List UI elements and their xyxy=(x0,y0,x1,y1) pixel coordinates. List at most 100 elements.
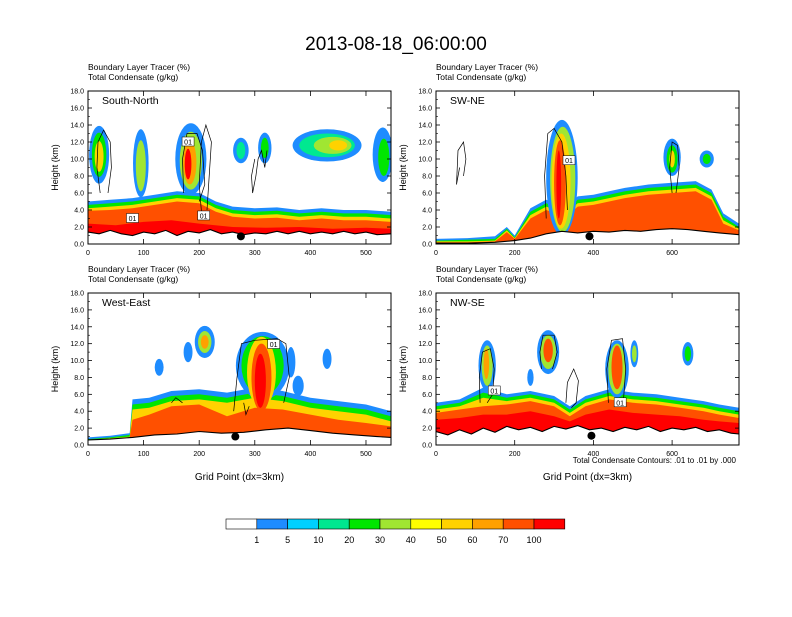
x-tick-label: 600 xyxy=(666,451,678,458)
contour-label: 01 xyxy=(616,400,624,407)
panel-label: West-East xyxy=(102,297,150,309)
x-tick-label: 200 xyxy=(193,250,205,257)
contour-label: 01 xyxy=(200,213,208,220)
y-tick-label: 12.0 xyxy=(418,341,432,348)
colorbar: 1 5 10 20 30 40 50 60 70 100 xyxy=(225,518,566,545)
y-tick-label: 8.0 xyxy=(74,375,84,382)
terrain-line xyxy=(88,427,391,441)
panel-label: NW-SE xyxy=(450,297,485,309)
tracer-cloud xyxy=(329,140,348,151)
colorbar-label: 10 xyxy=(313,535,323,545)
y-tick-label: 6.0 xyxy=(74,392,84,399)
condensate-contour xyxy=(233,338,290,412)
x-axis-label: Grid Point (dx=3km) xyxy=(195,472,284,483)
location-marker xyxy=(231,432,240,441)
condensate-contour xyxy=(96,129,112,194)
panel-sw-ne: Boundary Layer Tracer (%)Total Condensat… xyxy=(398,62,740,257)
condensate-contour xyxy=(182,133,206,202)
y-axis-label: Height (km) xyxy=(50,144,60,191)
y-tick-label: 0.0 xyxy=(74,443,84,450)
contour-label-box xyxy=(562,155,576,165)
contour-label-box xyxy=(487,385,501,396)
x-tick-label: 0 xyxy=(86,250,90,257)
panel-header-line: Total Condensate (g/kg) xyxy=(436,274,526,284)
y-tick-label: 4.0 xyxy=(74,409,84,416)
colorbar-label: 1 xyxy=(254,535,259,545)
colorbar-label: 70 xyxy=(498,535,508,545)
terrain-line xyxy=(436,425,739,436)
condensate-contour xyxy=(565,368,579,409)
x-tick-label: 400 xyxy=(305,250,317,257)
y-tick-label: 8.0 xyxy=(422,174,432,181)
y-tick-label: 14.0 xyxy=(418,123,432,130)
tracer-cloud xyxy=(684,346,691,362)
tracer-cloud xyxy=(556,150,562,219)
y-tick-label: 14.0 xyxy=(70,123,84,130)
y-axis-label: Height (km) xyxy=(50,346,60,393)
tracer-cloud xyxy=(378,138,390,176)
x-tick-label: 400 xyxy=(588,250,600,257)
condensate-contour xyxy=(669,141,680,194)
tracer-cloud xyxy=(631,345,637,363)
tracer-cloud xyxy=(543,338,553,363)
location-marker xyxy=(585,232,594,241)
colorbar-swatch xyxy=(441,518,473,530)
y-tick-label: 8.0 xyxy=(422,375,432,382)
y-tick-label: 2.0 xyxy=(422,225,432,232)
condensate-contour xyxy=(243,402,250,416)
y-tick-label: 12.0 xyxy=(70,140,84,147)
y-tick-label: 6.0 xyxy=(74,191,84,198)
panel-label: South-North xyxy=(102,95,159,107)
tracer-cloud xyxy=(200,335,209,349)
panel-header-line: Total Condensate (g/kg) xyxy=(436,72,526,82)
y-tick-label: 12.0 xyxy=(418,140,432,147)
contour-label-box xyxy=(197,210,210,221)
y-tick-label: 10.0 xyxy=(70,358,84,365)
y-tick-label: 14.0 xyxy=(70,324,84,331)
location-marker xyxy=(236,232,245,241)
x-axis-label: Grid Point (dx=3km) xyxy=(543,472,632,483)
x-tick-label: 500 xyxy=(360,250,372,257)
x-tick-label: 300 xyxy=(249,250,261,257)
tracer-cloud xyxy=(135,140,146,192)
tracer-cloud xyxy=(292,375,304,397)
y-tick-label: 2.0 xyxy=(422,426,432,433)
y-tick-label: 6.0 xyxy=(422,392,432,399)
panel-group: Boundary Layer Tracer (%)Total Condensat… xyxy=(50,62,740,483)
y-tick-label: 16.0 xyxy=(70,106,84,113)
condensate-contour xyxy=(456,141,467,185)
y-tick-label: 4.0 xyxy=(422,208,432,215)
x-tick-label: 300 xyxy=(249,451,261,458)
contour-footnote: Total Condensate Contours: .01 to .01 by… xyxy=(573,456,737,465)
colorbar-label: 5 xyxy=(285,535,290,545)
colorbar-swatch xyxy=(225,518,258,530)
plot-area: 01 01 01 xyxy=(88,91,391,244)
plot-area: 01 xyxy=(436,91,739,244)
colorbar-label: 40 xyxy=(406,535,416,545)
contour-label-box xyxy=(181,136,195,147)
x-tick-label: 100 xyxy=(138,250,150,257)
y-tick-label: 18.0 xyxy=(418,89,432,96)
y-axis-label: Height (km) xyxy=(398,346,408,393)
x-tick-label: 100 xyxy=(138,451,150,458)
panel-header-line: Boundary Layer Tracer (%) xyxy=(88,264,190,274)
y-tick-label: 6.0 xyxy=(422,191,432,198)
y-tick-label: 16.0 xyxy=(418,106,432,113)
x-tick-label: 200 xyxy=(193,451,205,458)
y-tick-label: 18.0 xyxy=(70,291,84,298)
y-tick-label: 14.0 xyxy=(418,324,432,331)
y-tick-label: 8.0 xyxy=(74,174,84,181)
y-tick-label: 0.0 xyxy=(422,242,432,249)
y-tick-label: 2.0 xyxy=(74,225,84,232)
figure-title: 2013-08-18_06:00:00 xyxy=(305,34,487,55)
condensate-contour xyxy=(544,127,568,219)
colorbar-label: 50 xyxy=(437,535,447,545)
y-tick-label: 16.0 xyxy=(418,307,432,314)
y-tick-label: 4.0 xyxy=(74,208,84,215)
y-tick-label: 10.0 xyxy=(418,157,432,164)
x-tick-label: 600 xyxy=(666,250,678,257)
panel-header-line: Total Condensate (g/kg) xyxy=(88,274,178,284)
y-tick-label: 16.0 xyxy=(70,307,84,314)
colorbar-swatch xyxy=(379,518,412,530)
